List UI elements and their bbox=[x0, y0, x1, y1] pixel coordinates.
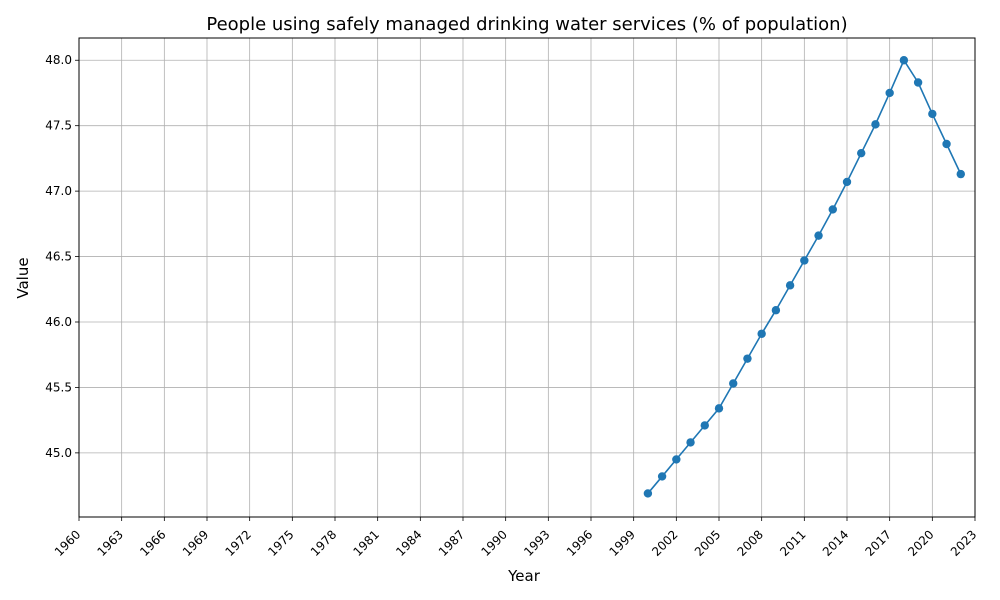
data-point bbox=[814, 231, 823, 240]
y-axis-label: Value bbox=[14, 257, 32, 298]
data-point bbox=[757, 329, 766, 338]
y-tick-label: 46.5 bbox=[45, 250, 72, 264]
data-point bbox=[842, 177, 852, 187]
chart-title: People using safely managed drinking wat… bbox=[206, 14, 847, 35]
y-tick-label: 48.0 bbox=[45, 53, 72, 67]
grid bbox=[78, 38, 976, 517]
plot-frame bbox=[78, 37, 976, 518]
y-tick-label: 47.5 bbox=[45, 119, 72, 133]
data-point bbox=[899, 56, 909, 65]
data-point bbox=[913, 78, 923, 87]
data-point bbox=[885, 88, 894, 98]
data-point bbox=[714, 404, 724, 413]
data-point bbox=[700, 421, 709, 430]
data-point bbox=[956, 169, 965, 179]
data-point bbox=[672, 455, 681, 464]
data-point bbox=[928, 109, 937, 119]
data-point bbox=[857, 148, 866, 158]
series-layer bbox=[643, 56, 965, 498]
data-point bbox=[743, 354, 752, 363]
data-point bbox=[828, 205, 837, 214]
y-tick-label: 47.0 bbox=[45, 184, 72, 198]
x-axis-label: Year bbox=[507, 567, 541, 585]
y-tick-label: 46.0 bbox=[45, 315, 72, 329]
data-point bbox=[686, 438, 695, 447]
data-point bbox=[771, 306, 781, 315]
data-point bbox=[729, 379, 738, 388]
data-point bbox=[643, 489, 653, 498]
data-point bbox=[942, 139, 951, 149]
y-tick-label: 45.5 bbox=[45, 380, 72, 394]
data-point bbox=[657, 472, 667, 481]
y-tick-label: 45.0 bbox=[45, 446, 72, 460]
y-axis-ticks: 45.0 45.5 46.0 46.5 47.0 47.5 48.0 bbox=[45, 53, 79, 460]
data-point bbox=[871, 120, 880, 129]
data-point bbox=[785, 281, 795, 290]
data-point bbox=[800, 256, 809, 265]
